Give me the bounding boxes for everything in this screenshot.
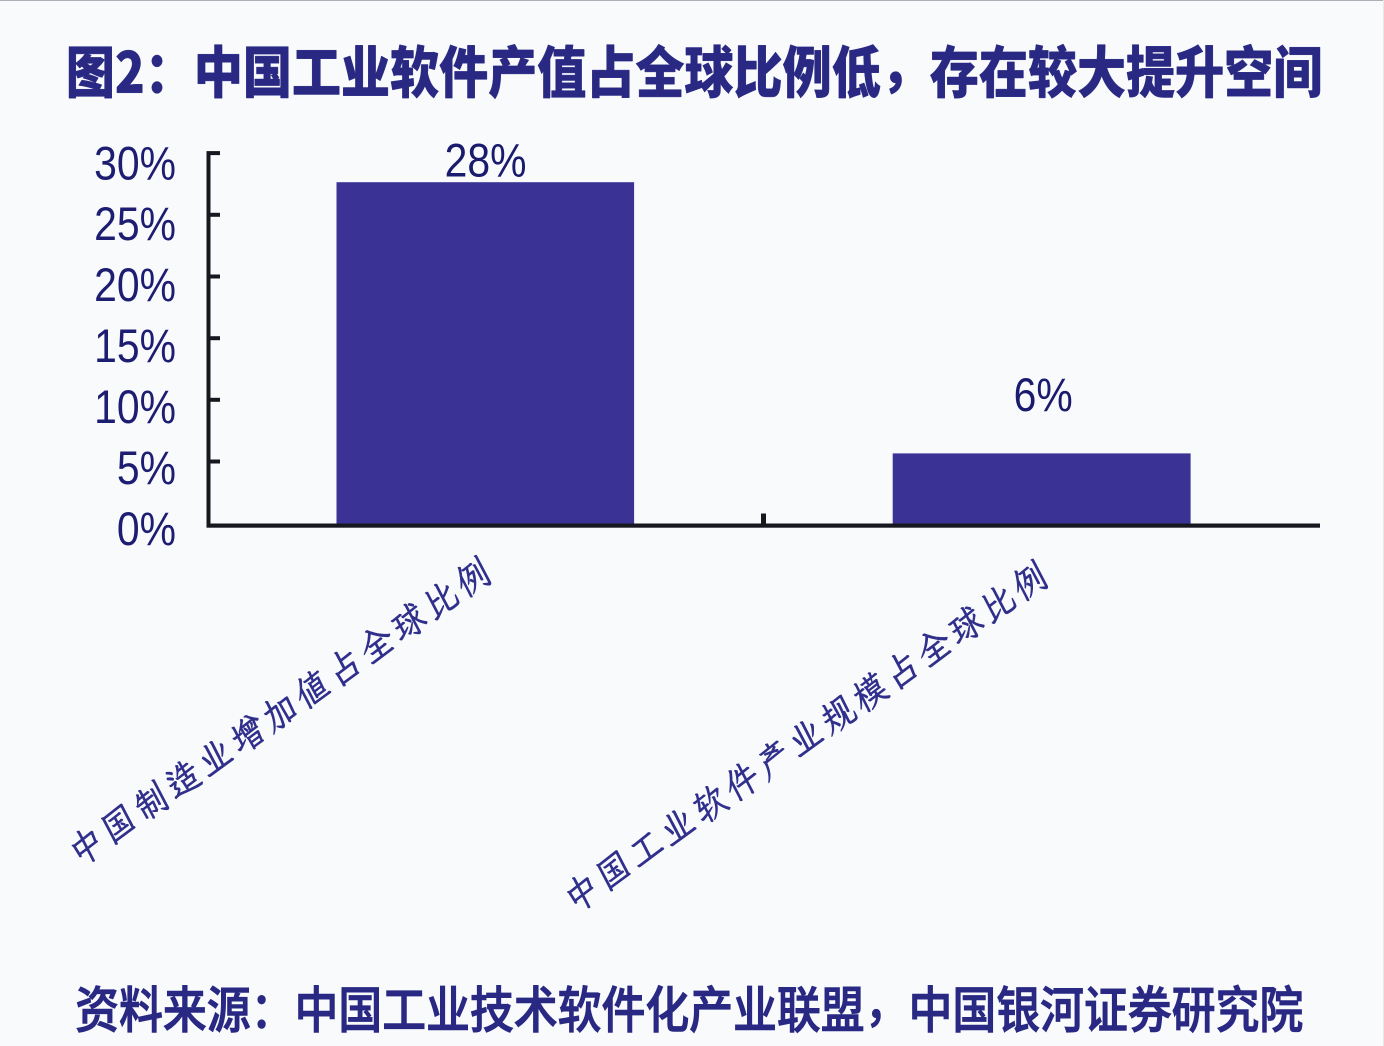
svg-text:5%: 5% bbox=[117, 442, 176, 494]
svg-text:25%: 25% bbox=[94, 199, 176, 251]
svg-text:10%: 10% bbox=[94, 381, 176, 433]
svg-text:28%: 28% bbox=[445, 135, 527, 187]
svg-text:30%: 30% bbox=[94, 138, 176, 190]
svg-text:0%: 0% bbox=[117, 503, 176, 555]
svg-text:20%: 20% bbox=[94, 259, 176, 311]
svg-text:6%: 6% bbox=[1014, 369, 1073, 421]
svg-text:15%: 15% bbox=[94, 320, 176, 372]
